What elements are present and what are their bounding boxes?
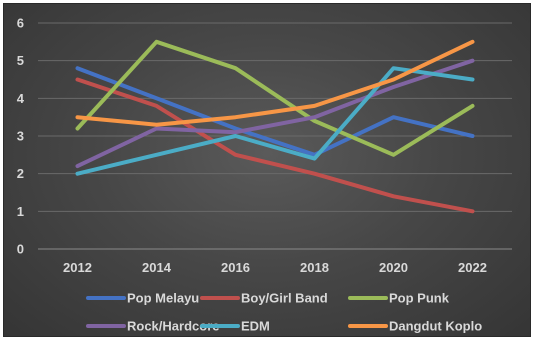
legend-label: EDM: [241, 319, 270, 334]
x-tick-label: 2012: [63, 260, 92, 275]
y-tick-label: 5: [17, 53, 24, 68]
legend-item: EDM: [200, 319, 270, 334]
legend-label: Rock/Hardcore: [127, 319, 219, 334]
x-tick-label: 2016: [221, 260, 250, 275]
legend-label: Dangdut Koplo: [389, 319, 482, 334]
x-tick-label: 2020: [379, 260, 408, 275]
legend-item: Dangdut Koplo: [348, 319, 482, 334]
legend-item: Pop Punk: [348, 291, 450, 306]
y-axis: 0 1 2 3 4 5 6: [17, 16, 25, 257]
legend: Pop Melayu Boy/Girl Band Pop Punk Rock/Hard…: [86, 291, 482, 334]
legend-item: Rock/Hardcore: [86, 319, 219, 334]
y-tick-label: 4: [17, 91, 25, 106]
legend-label: Pop Melayu: [127, 291, 199, 306]
legend-label: Boy/Girl Band: [241, 291, 328, 306]
y-tick-label: 3: [17, 129, 24, 144]
y-tick-label: 6: [17, 16, 24, 31]
x-tick-label: 2022: [458, 260, 487, 275]
y-tick-label: 2: [17, 166, 24, 181]
x-tick-label: 2014: [142, 260, 172, 275]
y-tick-label: 0: [17, 242, 24, 257]
series-lines: [75, 39, 475, 214]
legend-item: Pop Melayu: [86, 291, 199, 306]
series-line-rock-hardcore: [75, 58, 475, 169]
legend-item: Boy/Girl Band: [200, 291, 328, 306]
x-axis: 2012 2014 2016 2018 2020 2022: [38, 248, 512, 275]
y-tick-label: 1: [17, 204, 24, 219]
gridlines: [38, 22, 512, 212]
series-line-pop-punk: [75, 39, 475, 157]
series-line-edm: [75, 66, 475, 176]
series-line-boy-girl-band: [75, 77, 475, 214]
series-line-dangdut-koplo: [75, 39, 475, 127]
series-line-pop-melayu: [75, 66, 475, 157]
legend-label: Pop Punk: [389, 291, 450, 306]
x-tick-label: 2018: [300, 260, 329, 275]
